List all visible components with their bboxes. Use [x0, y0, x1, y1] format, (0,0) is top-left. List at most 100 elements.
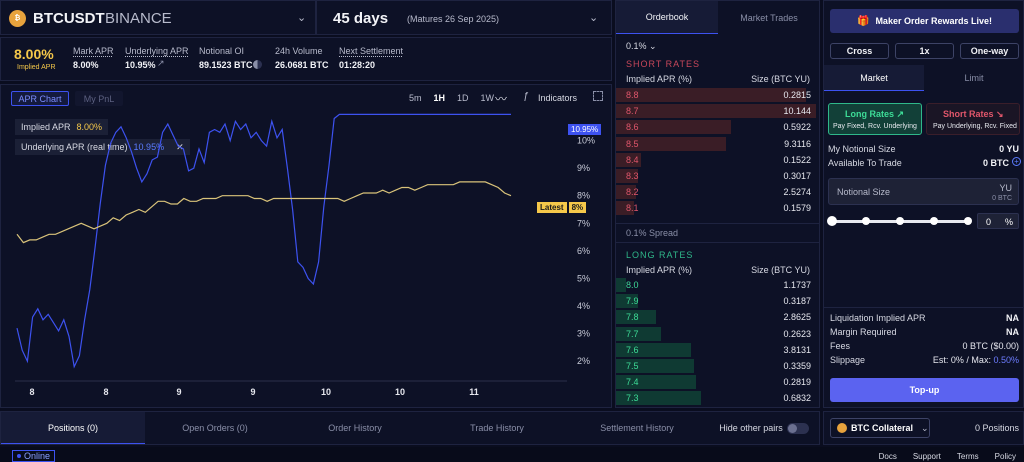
timeframe-5m[interactable]: 5m	[409, 93, 422, 103]
size-value: 1.1737	[783, 280, 811, 290]
apr-line-chart[interactable]: 2% 3% 4% 5% 6% 7% 8% 9% 10% 8 8 9 9 10 10 11	[15, 113, 611, 405]
size-value: 3.8131	[783, 344, 811, 355]
size-value: 0.3187	[783, 296, 811, 307]
short-rates-button[interactable]: Short Rates ↘ Pay Underlying, Rcv. Fixed	[926, 103, 1020, 135]
depth-bar	[616, 88, 806, 102]
orderbook-row[interactable]: 8.0 1.1737	[616, 277, 819, 293]
tab-open-orders[interactable]: Open Orders (0)	[182, 423, 248, 433]
implied-apr-line	[16, 181, 512, 244]
orderbook-row[interactable]: 8.8 0.2815	[616, 87, 819, 103]
orderbook-row[interactable]: 7.4 0.2819	[616, 374, 819, 390]
step-selector[interactable]: 0.1% ⌄	[626, 41, 657, 52]
timeframe-1w[interactable]: 1W	[480, 93, 495, 103]
timeframe-1d[interactable]: 1D	[457, 93, 469, 103]
footer-support-link[interactable]: Support	[912, 452, 941, 461]
orderbook-tab[interactable]: Orderbook	[616, 1, 718, 34]
y-tick-label: 3%	[577, 329, 590, 339]
position-mode-button[interactable]: One-way	[960, 43, 1019, 59]
rate-value: 7.6	[626, 344, 639, 355]
percent-unit: %	[1004, 217, 1013, 227]
long-rates-title: Long Rates ↗	[845, 109, 904, 120]
market-tab[interactable]: Market	[824, 65, 924, 91]
rate-value: 8.6	[626, 122, 639, 133]
y-tick-label: 6%	[577, 246, 590, 256]
rate-value: 7.8	[626, 312, 639, 323]
tab-settlement-history[interactable]: Settlement History	[600, 423, 674, 433]
tab-trade-history[interactable]: Trade History	[470, 423, 524, 433]
y-tick-label: 8%	[577, 191, 590, 201]
timeframe-1h[interactable]: 1H	[433, 93, 446, 103]
short-col-size: Size (BTC YU)	[751, 74, 810, 84]
orderbook-row[interactable]: 8.5 9.3116	[616, 136, 819, 152]
rate-value: 7.5	[626, 361, 639, 371]
slider-tick[interactable]	[862, 217, 870, 225]
footer-terms-link[interactable]: Terms	[956, 452, 979, 461]
orderbook-row[interactable]: 7.9 0.3187	[616, 293, 819, 309]
size-value: 0.2819	[783, 377, 811, 388]
maturity-selector[interactable]: 45 days (Matures 26 Sep 2025) ⌄	[316, 0, 612, 35]
leverage-button[interactable]: 1x	[895, 43, 954, 59]
x-tick-label: 9	[250, 387, 255, 397]
notional-size-input[interactable]: Notional Size YU 0 BTC	[828, 178, 1019, 205]
settlement-label: Next Settlement	[339, 46, 404, 56]
my-pnl-tab[interactable]: My PnL	[75, 91, 123, 106]
tab-order-history[interactable]: Order History	[328, 423, 382, 433]
depth-bar	[616, 391, 701, 406]
slippage-max[interactable]: 0.50%	[993, 355, 1019, 365]
collateral-dropdown[interactable]: BTC Collateral ⌄	[830, 418, 930, 438]
settlement-value: 01:28:20	[339, 60, 376, 70]
available-value: 0 BTC	[982, 158, 1009, 168]
footer-policy-link[interactable]: Policy	[994, 452, 1016, 461]
maturity-dropdown-icon[interactable]: ⌄	[589, 12, 599, 24]
orderbook-row[interactable]: 8.2 2.5274	[616, 184, 819, 200]
orderbook-row[interactable]: 7.5 0.3359	[616, 358, 819, 374]
slider-handle[interactable]	[827, 216, 837, 226]
tab-positions[interactable]: Positions (0)	[1, 412, 145, 444]
orderbook-row[interactable]: 7.7 0.2623	[616, 326, 819, 342]
long-col-rate: Implied APR (%)	[626, 265, 693, 275]
rate-value: 8.5	[626, 138, 639, 149]
limit-tab[interactable]: Limit	[964, 73, 984, 83]
underlying-apr-line	[16, 113, 511, 369]
percent-input[interactable]: 0 %	[977, 213, 1019, 229]
orderbook-row[interactable]: 8.7 10.144	[616, 103, 819, 119]
maker-rewards-banner[interactable]: 🎁 Maker Order Rewards Live!	[830, 9, 1019, 33]
underlying-apr-label: Underlying APR	[125, 46, 189, 56]
slider-tick[interactable]	[896, 217, 904, 225]
orderbook-row[interactable]: 8.6 0.5922	[616, 119, 819, 135]
orderbook-row[interactable]: 8.3 0.3017	[616, 168, 819, 184]
margin-value: NA	[1006, 327, 1019, 337]
size-value: 0.2815	[783, 90, 811, 100]
deposit-plus-icon[interactable]: +	[1012, 157, 1021, 166]
orderbook-row[interactable]: 7.8 2.8625	[616, 309, 819, 325]
depth-bar	[616, 169, 638, 183]
trend-down-icon: ↘	[996, 109, 1004, 119]
long-rates-button[interactable]: Long Rates ↗ Pay Fixed, Rcv. Underlying	[828, 103, 922, 135]
depth-bar	[616, 310, 656, 325]
orderbook-row[interactable]: 7.6 3.8131	[616, 342, 819, 358]
margin-mode-button[interactable]: Cross	[830, 43, 889, 59]
orderbook-row[interactable]: 7.3 0.6832	[616, 390, 819, 406]
indicators-button[interactable]: Indicators	[538, 93, 578, 103]
slider-tick[interactable]	[930, 217, 938, 225]
symbol-name: BTCUSDT	[33, 10, 105, 27]
size-value: 0.3017	[783, 171, 811, 181]
slider-tick[interactable]	[964, 217, 972, 225]
apr-chart-tab[interactable]: APR Chart	[11, 91, 69, 106]
notional-size-unit: YU	[999, 183, 1012, 193]
orderbook-row[interactable]: 8.4 0.1522	[616, 152, 819, 168]
percent-value: 0	[986, 217, 992, 227]
trend-up-icon: ↗	[896, 109, 905, 119]
external-link-icon[interactable]: ↗	[157, 58, 165, 68]
symbol-dropdown-icon[interactable]: ⌄	[297, 12, 307, 24]
orderbook-row[interactable]: 8.1 0.1579	[616, 200, 819, 216]
footer-docs-link[interactable]: Docs	[878, 452, 897, 461]
market-trades-tab[interactable]: Market Trades	[740, 12, 798, 23]
line-chart-type-icon[interactable]: 〰	[495, 92, 508, 106]
maturity-days: 45 days	[333, 10, 389, 27]
hide-other-pairs-toggle[interactable]	[787, 423, 809, 434]
topup-button[interactable]: Top-up	[830, 378, 1019, 402]
indicators-icon[interactable]: ƒ	[523, 91, 529, 102]
fullscreen-icon[interactable]	[593, 91, 603, 101]
pie-icon	[253, 60, 262, 69]
